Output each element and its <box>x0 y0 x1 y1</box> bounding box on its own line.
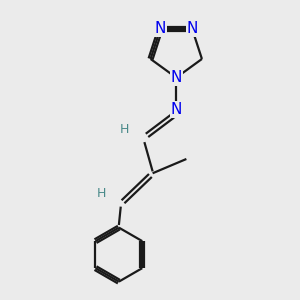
Text: N: N <box>171 102 182 117</box>
Text: N: N <box>171 70 182 85</box>
Text: H: H <box>97 187 106 200</box>
Text: N: N <box>186 21 198 36</box>
Text: H: H <box>120 123 130 136</box>
Text: N: N <box>155 21 166 36</box>
